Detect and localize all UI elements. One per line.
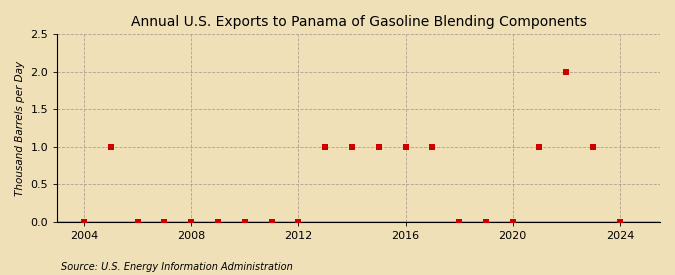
Point [614, 219, 625, 224]
Point [79, 219, 90, 224]
Point [400, 145, 411, 149]
Point [320, 145, 331, 149]
Point [588, 145, 599, 149]
Point [427, 145, 437, 149]
Point [373, 145, 384, 149]
Point [159, 219, 170, 224]
Point [105, 145, 116, 149]
Point [454, 219, 464, 224]
Point [346, 145, 357, 149]
Title: Annual U.S. Exports to Panama of Gasoline Blending Components: Annual U.S. Exports to Panama of Gasolin… [131, 15, 587, 29]
Point [213, 219, 223, 224]
Point [534, 145, 545, 149]
Point [240, 219, 250, 224]
Point [186, 219, 196, 224]
Point [266, 219, 277, 224]
Point [508, 219, 518, 224]
Point [481, 219, 491, 224]
Point [132, 219, 143, 224]
Point [561, 70, 572, 74]
Point [293, 219, 304, 224]
Y-axis label: Thousand Barrels per Day: Thousand Barrels per Day [15, 60, 25, 196]
Text: Source: U.S. Energy Information Administration: Source: U.S. Energy Information Administ… [61, 262, 292, 272]
